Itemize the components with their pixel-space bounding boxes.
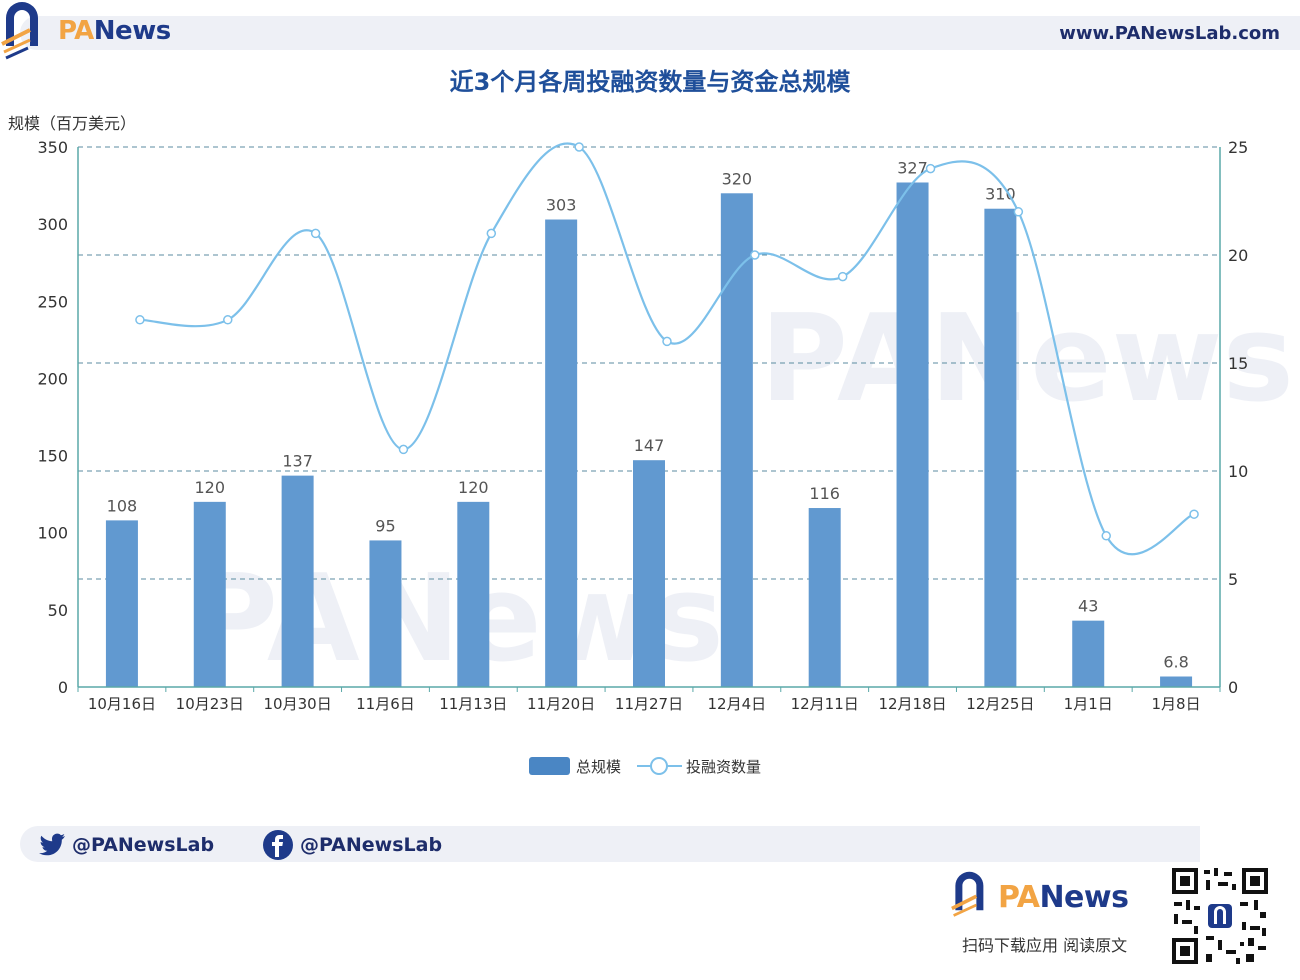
line-point bbox=[1101, 531, 1111, 541]
y-left-tick-label: 50 bbox=[48, 601, 68, 620]
line-point bbox=[398, 444, 409, 455]
footer-brand: PANews bbox=[950, 870, 1160, 926]
header-bar bbox=[20, 16, 1300, 50]
y-left-tick-labels: 0 50 100 150 200 250 300 350 bbox=[37, 138, 68, 697]
bar-data-label: 327 bbox=[897, 158, 928, 177]
bar-data-label: 108 bbox=[107, 496, 138, 515]
y-left-tick-label: 200 bbox=[37, 369, 68, 388]
line-point bbox=[486, 228, 497, 239]
line-point bbox=[135, 315, 145, 325]
bar bbox=[1072, 620, 1105, 687]
x-tick-label: 1月1日 bbox=[1064, 695, 1113, 713]
y-right-tick-labels: 0 5 10 15 20 25 bbox=[1228, 138, 1248, 697]
bar-data-label: 137 bbox=[282, 452, 313, 471]
line-point bbox=[750, 250, 760, 260]
x-tick-label: 11月27日 bbox=[615, 695, 683, 713]
chart: PANews PANews 10812013795120303147320116… bbox=[8, 114, 1294, 776]
y-left-tick-label: 300 bbox=[37, 215, 68, 234]
line-point bbox=[837, 271, 848, 282]
site-url[interactable]: www.PANewsLab.com bbox=[1059, 23, 1280, 44]
bar-data-label: 95 bbox=[375, 516, 395, 535]
x-tick-label: 11月6日 bbox=[356, 695, 415, 713]
x-tick-label: 11月20日 bbox=[527, 695, 595, 713]
x-tick-label: 10月23日 bbox=[176, 695, 244, 713]
legend-label-bar: 总规模 bbox=[576, 758, 621, 776]
legend-swatch-line-point bbox=[650, 757, 668, 775]
bar bbox=[457, 501, 490, 687]
bar bbox=[545, 219, 578, 687]
y-right-tick-label: 10 bbox=[1228, 462, 1248, 481]
brand-name: PANews bbox=[58, 16, 171, 46]
x-tick-labels: 10月16日 10月23日 10月30日 11月6日 11月13日 11月20日 11月27… bbox=[88, 695, 1201, 713]
bar-data-label: 320 bbox=[722, 169, 753, 188]
chart-title: 近3个月各周投融资数量与资金总规模 bbox=[449, 68, 851, 96]
twitter-icon bbox=[39, 833, 65, 856]
axes bbox=[77, 147, 1221, 692]
bar-data-label: 120 bbox=[458, 478, 489, 497]
qr-code[interactable] bbox=[1170, 866, 1270, 966]
line-point bbox=[662, 336, 672, 347]
bar bbox=[896, 182, 929, 687]
y-left-tick-label: 150 bbox=[37, 447, 68, 466]
download-tagline: 扫码下载应用 阅读原文 bbox=[962, 936, 1128, 955]
x-tick-label: 12月4日 bbox=[708, 695, 767, 713]
y-left-tick-label: 0 bbox=[58, 678, 68, 697]
legend-swatch-bar bbox=[529, 757, 570, 775]
series-line-path bbox=[139, 142, 1195, 556]
x-tick-label: 12月11日 bbox=[791, 695, 859, 713]
facebook-link[interactable]: @PANewsLab bbox=[262, 830, 442, 860]
y-right-tick-label: 0 bbox=[1228, 678, 1238, 697]
facebook-icon bbox=[263, 830, 293, 860]
line-point bbox=[574, 142, 584, 152]
y-left-tick-label: 250 bbox=[37, 292, 68, 311]
legend: 总规模 投融资数量 bbox=[529, 757, 761, 776]
bar-data-label: 116 bbox=[809, 484, 840, 503]
y-right-tick-label: 5 bbox=[1228, 570, 1238, 589]
bar-data-label: 43 bbox=[1078, 597, 1098, 616]
bar-data-label: 303 bbox=[546, 196, 577, 215]
x-tick-label: 10月16日 bbox=[88, 695, 156, 713]
x-tick-label: 11月13日 bbox=[439, 695, 507, 713]
bar bbox=[984, 208, 1017, 687]
bar bbox=[193, 501, 226, 687]
bar-data-label: 120 bbox=[194, 478, 225, 497]
x-tick-label: 12月18日 bbox=[878, 695, 946, 713]
line-point bbox=[1189, 509, 1199, 519]
bar bbox=[369, 540, 402, 687]
footer-brand-name: PANews bbox=[998, 880, 1129, 915]
facebook-handle: @PANewsLab bbox=[300, 834, 443, 856]
x-tick-label: 1月8日 bbox=[1152, 695, 1201, 713]
y-left-tick-label: 100 bbox=[37, 524, 68, 543]
twitter-link[interactable]: @PANewsLab bbox=[38, 830, 214, 860]
bar-labels: 108 120 137 95 120 303 147 320 116 327 310 43 6.8 bbox=[107, 158, 1189, 671]
bar bbox=[105, 520, 138, 687]
line-point bbox=[925, 163, 936, 174]
bar bbox=[633, 460, 665, 687]
bar-data-label: 6.8 bbox=[1163, 653, 1188, 672]
svg-text:PANews: PANews bbox=[760, 290, 1294, 429]
x-tick-label: 10月30日 bbox=[264, 695, 332, 713]
line-point bbox=[223, 315, 233, 325]
bar bbox=[808, 508, 841, 687]
x-tick-label: 12月25日 bbox=[966, 695, 1034, 713]
footer-bar bbox=[20, 826, 1200, 862]
bars bbox=[105, 182, 1193, 688]
twitter-handle: @PANewsLab bbox=[72, 834, 215, 856]
line-point bbox=[310, 228, 321, 239]
bar bbox=[1160, 676, 1193, 687]
y-left-tick-label: 350 bbox=[37, 138, 68, 157]
bar bbox=[281, 475, 314, 687]
legend-label-line: 投融资数量 bbox=[686, 758, 761, 776]
line-point bbox=[1013, 207, 1024, 217]
line-points bbox=[135, 142, 1199, 541]
y-right-tick-label: 25 bbox=[1228, 138, 1248, 157]
y-right-tick-label: 20 bbox=[1228, 246, 1248, 265]
y-right-tick-label: 15 bbox=[1228, 354, 1248, 373]
bar-data-label: 310 bbox=[985, 185, 1016, 204]
bar bbox=[720, 193, 753, 688]
y-axis-label: 规模（百万美元） bbox=[8, 114, 136, 133]
logo-icon bbox=[951, 871, 984, 917]
bar-data-label: 147 bbox=[634, 436, 665, 455]
logo-icon bbox=[1, 2, 38, 60]
